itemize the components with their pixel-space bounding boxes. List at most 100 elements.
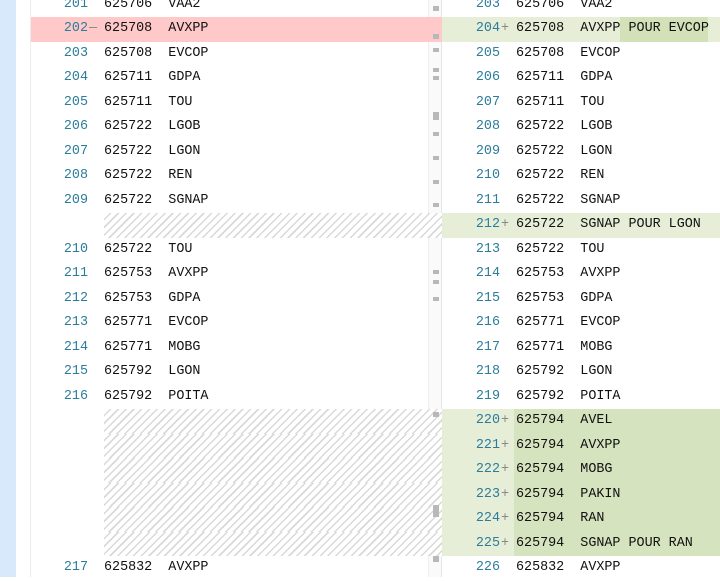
line-text: 625792 POITA	[516, 388, 621, 404]
line-number: 226	[475, 560, 500, 576]
left-diff-line[interactable]	[31, 287, 428, 312]
right-diff-line[interactable]	[442, 507, 720, 532]
line-text: 625753 GDPA	[516, 290, 613, 306]
line-number: 218	[475, 364, 500, 380]
left-edge-strip	[0, 0, 16, 577]
line-number: 212	[475, 217, 500, 233]
left-gap-filler	[104, 531, 442, 557]
line-text: 625711 GDPA	[104, 70, 201, 86]
left-diff-line[interactable]	[31, 262, 428, 287]
left-diff-line[interactable]	[31, 91, 428, 116]
right-diff-line[interactable]	[442, 433, 720, 459]
line-text: 625792 LGON	[516, 364, 613, 380]
line-text: 625792 LGON	[104, 364, 201, 380]
left-diff-line[interactable]	[31, 42, 428, 67]
left-diff-line[interactable]	[31, 556, 428, 581]
line-number: 209	[475, 143, 500, 159]
plus-icon: +	[501, 413, 510, 429]
line-number: 202	[63, 21, 88, 37]
left-gap-filler	[104, 507, 442, 532]
right-diff-line[interactable]	[442, 531, 720, 557]
line-number: 219	[475, 388, 500, 404]
left-diff-line[interactable]	[31, 360, 428, 385]
line-number: 215	[63, 364, 88, 380]
right-diff-line[interactable]	[442, 458, 720, 483]
overview-change-tick	[433, 132, 439, 136]
line-text: 625722 REN	[104, 168, 193, 184]
line-number: 204	[475, 21, 500, 37]
line-text: 625753 AVXPP	[516, 266, 621, 282]
line-text: 625708 EVCOP	[104, 45, 209, 61]
line-number: 213	[475, 241, 500, 257]
line-text: 625722 LGOB	[516, 119, 613, 135]
inline-change-highlight	[620, 17, 708, 42]
plus-icon: +	[501, 486, 510, 502]
line-text: 625722 LGON	[516, 143, 613, 159]
line-number: 201	[63, 0, 88, 12]
line-text: 625794 AVEL	[516, 413, 613, 429]
line-text: 625706 VAA2	[104, 0, 201, 12]
line-number: 216	[475, 315, 500, 331]
line-text: 625753 AVXPP	[104, 266, 209, 282]
line-text: 625794 PAKIN	[516, 486, 621, 502]
overview-change-tick	[433, 203, 439, 207]
left-diff-line[interactable]	[31, 164, 428, 189]
line-number: 207	[475, 94, 500, 110]
line-text: 625722 LGON	[104, 143, 201, 159]
overview-change-tick	[433, 76, 439, 80]
left-diff-line[interactable]	[31, 140, 428, 165]
line-text: 625722 SGNAP	[516, 192, 621, 208]
line-number: 210	[63, 241, 88, 257]
overview-change-tick	[433, 297, 439, 301]
line-text: 625708 AVXPP POUR EVCOP	[516, 21, 709, 37]
left-diff-line[interactable]	[31, 0, 428, 17]
left-diff-line[interactable]	[31, 385, 428, 410]
line-text: 625722 REN	[516, 168, 605, 184]
line-text: 625722 TOU	[104, 241, 193, 257]
left-diff-line[interactable]	[31, 115, 428, 140]
line-number: 221	[475, 437, 500, 453]
left-diff-line[interactable]	[31, 336, 428, 361]
line-number: 224	[475, 511, 500, 527]
line-number: 223	[475, 486, 500, 502]
line-number: 206	[63, 119, 88, 135]
plus-icon: +	[501, 462, 510, 478]
right-diff-line[interactable]	[442, 482, 720, 508]
plus-icon: +	[501, 437, 510, 453]
line-number: 217	[475, 339, 500, 355]
overview-change-tick	[433, 156, 439, 160]
line-number: 215	[475, 290, 500, 306]
line-number: 208	[63, 168, 88, 184]
overview-change-tick	[433, 6, 439, 11]
line-text: 625832 AVXPP	[516, 560, 621, 576]
line-text: 625794 AVXPP	[516, 437, 621, 453]
line-text: 625722 SGNAP POUR LGON	[516, 217, 701, 233]
left-diff-line[interactable]	[31, 66, 428, 91]
line-text: 625794 MOBG	[516, 462, 613, 478]
line-text: 625722 SGNAP	[104, 192, 209, 208]
line-number: 205	[63, 94, 88, 110]
line-text: 625753 GDPA	[104, 290, 201, 306]
line-text: 625792 POITA	[104, 388, 209, 404]
left-diff-line[interactable]	[31, 238, 428, 263]
line-number: 204	[63, 70, 88, 86]
line-text: 625794 SGNAP POUR RAN	[516, 535, 693, 551]
overview-change-tick	[433, 270, 439, 274]
right-diff-line[interactable]	[442, 213, 720, 238]
line-number: 211	[475, 192, 500, 208]
line-text: 625794 RAN	[516, 511, 605, 527]
left-gap-filler	[104, 213, 442, 238]
left-gap-filler	[104, 482, 442, 508]
right-diff-line[interactable]	[442, 409, 720, 434]
line-number: 207	[63, 143, 88, 159]
left-diff-line[interactable]	[31, 189, 428, 214]
left-gutter-divider	[30, 0, 31, 577]
left-diff-line[interactable]	[31, 311, 428, 336]
line-number: 211	[63, 266, 88, 282]
line-number: 217	[63, 560, 88, 576]
overview-change-tick	[433, 112, 439, 120]
left-diff-line[interactable]	[31, 17, 428, 42]
overview-change-tick	[433, 68, 439, 72]
line-number: 213	[63, 315, 88, 331]
overview-change-tick	[433, 280, 439, 284]
